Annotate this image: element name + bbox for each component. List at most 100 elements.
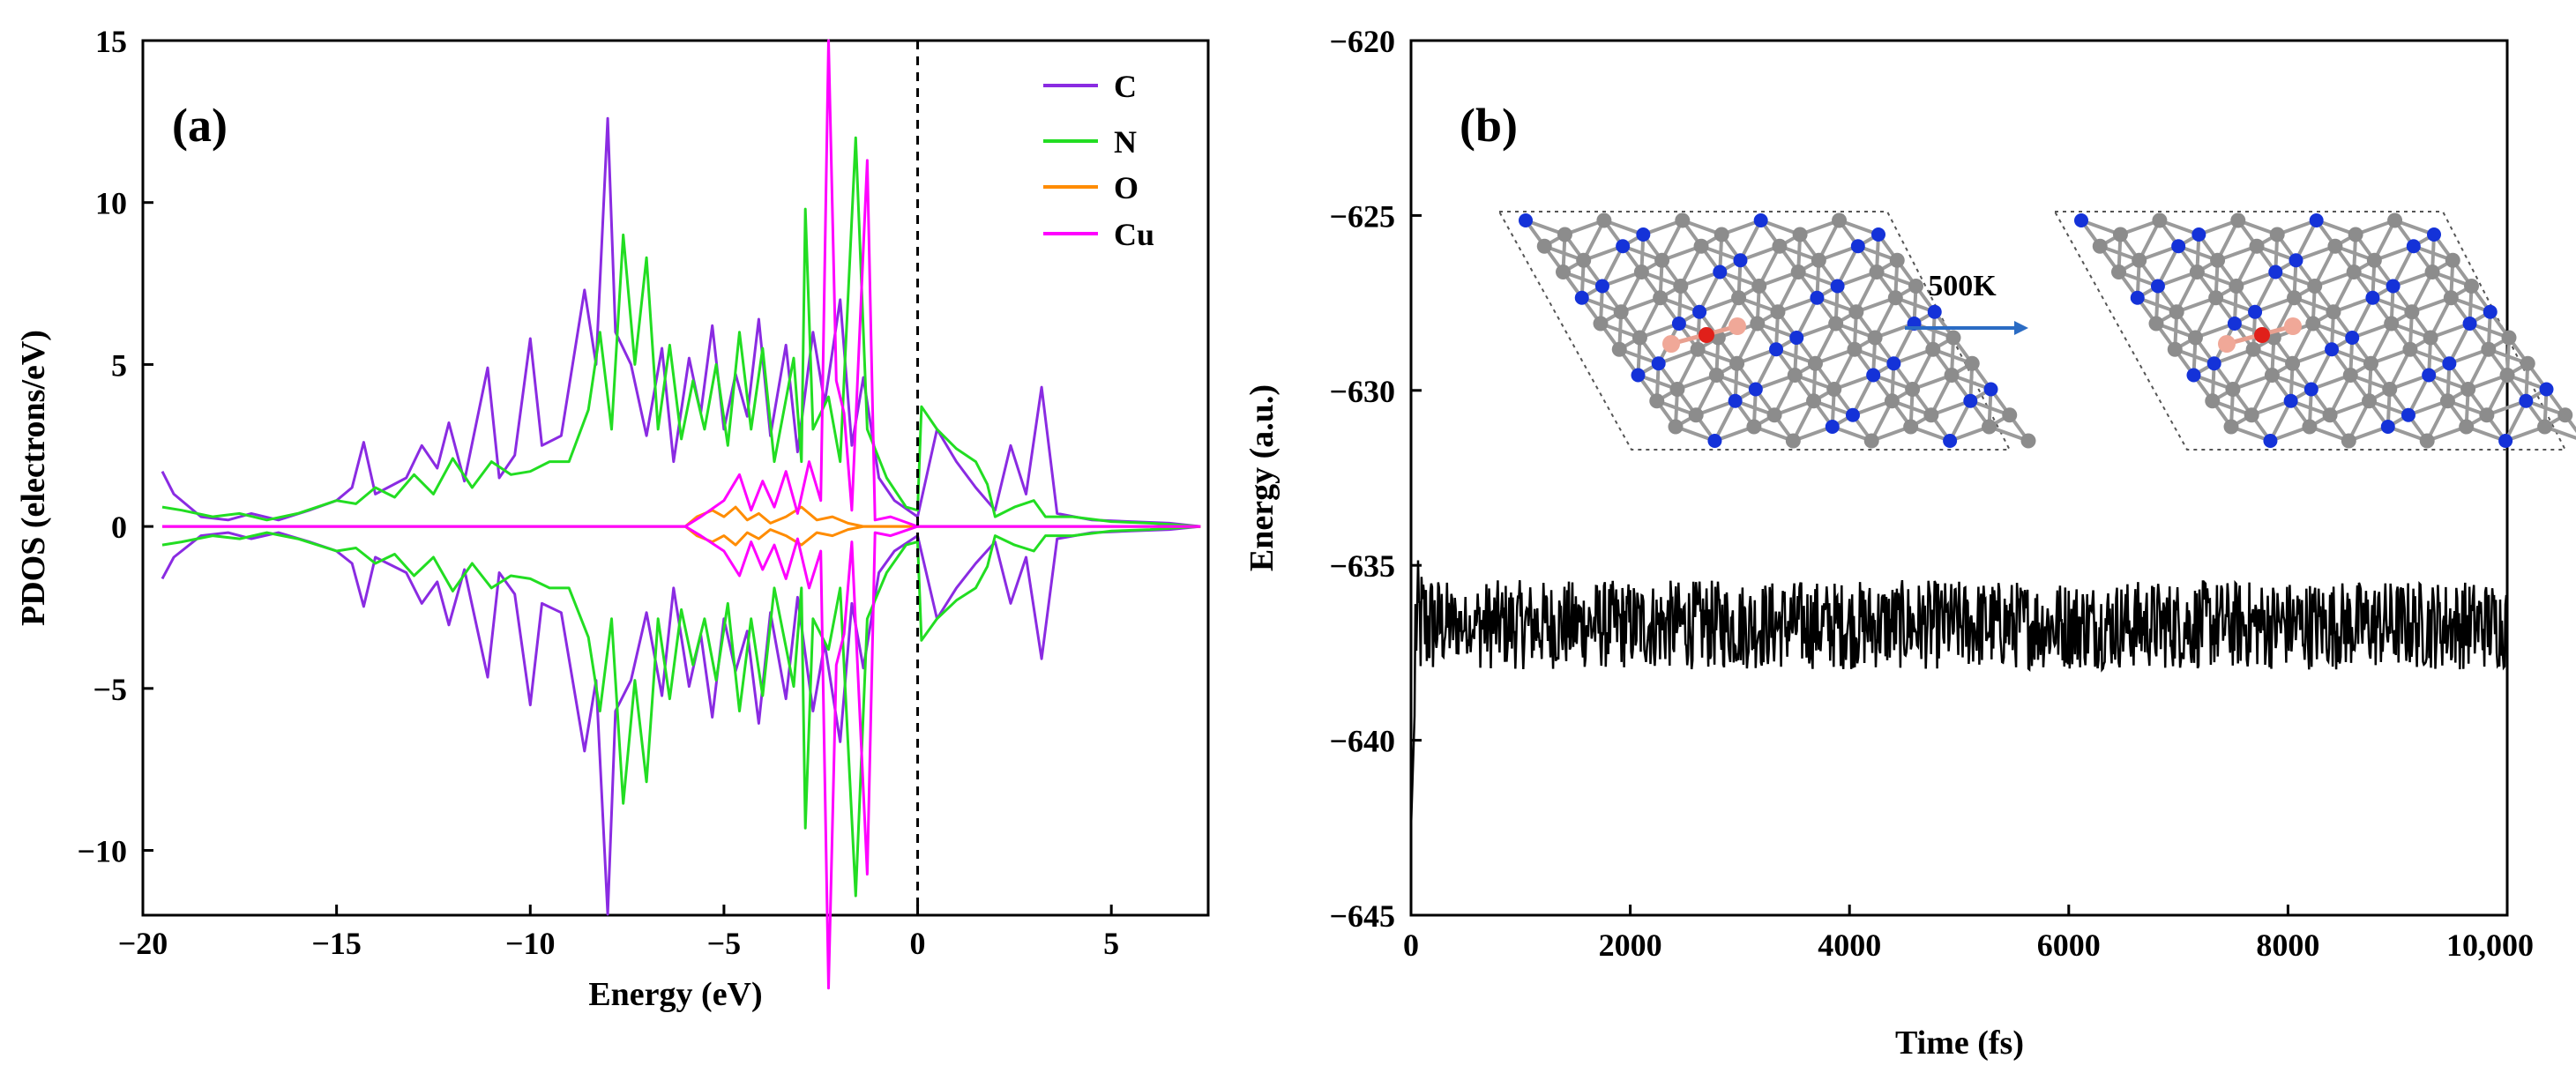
carbon-atom xyxy=(2111,265,2126,279)
panel-b-ylabel: Energy (a.u.) xyxy=(1243,384,1281,571)
legend-label-n: N xyxy=(1114,124,1137,160)
bond xyxy=(2253,271,2278,313)
carbon-atom xyxy=(2205,393,2221,409)
carbon-atom xyxy=(1867,330,1883,346)
carbon-atom xyxy=(2362,393,2378,409)
legend: C N O Cu xyxy=(1043,69,1154,252)
carbon-atom xyxy=(2419,433,2435,449)
energy-series-line xyxy=(1409,560,2509,828)
nitrogen-atom xyxy=(1733,253,1748,268)
legend-label-o: O xyxy=(1114,170,1139,205)
nitrogen-atom xyxy=(1671,317,1686,331)
nitrogen-atom xyxy=(1631,368,1646,383)
carbon-atom xyxy=(2499,368,2515,383)
nitrogen-atom xyxy=(2171,239,2186,254)
carbon-atom xyxy=(2382,382,2398,397)
carbon-atom xyxy=(1889,252,1905,268)
nitrogen-atom xyxy=(1927,304,1942,319)
carbon-atom xyxy=(2187,330,2203,346)
nitrogen-atom xyxy=(1850,239,1865,254)
carbon-atom xyxy=(2167,341,2183,357)
carbon-atom xyxy=(1790,265,1806,279)
carbon-atom xyxy=(2445,252,2460,268)
carbon-atom xyxy=(2423,330,2438,346)
carbon-atom xyxy=(2245,341,2261,357)
carbon-atom xyxy=(2264,368,2280,383)
carbon-atom xyxy=(1887,290,1903,306)
nitrogen-atom xyxy=(2427,227,2441,242)
nitrogen-atom xyxy=(2483,304,2498,319)
bond xyxy=(2504,399,2528,442)
nitrogen-atom xyxy=(2150,279,2165,294)
nitrogen-atom xyxy=(2380,420,2395,434)
nitrogen-atom xyxy=(2289,253,2303,268)
series-cu-spin-down xyxy=(162,525,1201,990)
nitrogen-atom xyxy=(2268,265,2283,279)
bond xyxy=(1738,220,1763,262)
carbon-atom xyxy=(1649,393,1665,409)
x-tick-label: 6000 xyxy=(2037,928,2101,963)
series-n-spin-up xyxy=(161,136,1201,528)
nitrogen-atom xyxy=(2283,393,2298,408)
carbon-atom xyxy=(1770,304,1786,320)
carbon-atom xyxy=(1688,407,1704,423)
carbon-atom xyxy=(2341,433,2356,449)
carbon-atom xyxy=(1750,316,1766,332)
carbon-atom xyxy=(2305,316,2321,332)
bond xyxy=(2350,296,2375,339)
bond xyxy=(1698,271,1722,313)
panel-b-frame xyxy=(1409,39,2509,917)
carbon-atom xyxy=(2112,227,2128,242)
nitrogen-atom xyxy=(2263,434,2278,448)
carbon-atom xyxy=(1593,316,1609,332)
x-tick-label: −20 xyxy=(118,926,168,961)
carbon-atom xyxy=(1596,212,1612,228)
nitrogen-atom xyxy=(1728,393,1743,408)
nitrogen-atom xyxy=(2303,382,2318,397)
nitrogen-atom xyxy=(1636,227,1651,242)
carbon-atom xyxy=(2404,304,2420,320)
bond xyxy=(2294,220,2318,262)
carbon-atom xyxy=(1729,355,1745,371)
nitrogen-atom xyxy=(2345,331,2360,345)
nitrogen-atom xyxy=(1871,227,1885,242)
series-c-spin-down xyxy=(161,525,1201,916)
panel-b-label: (b) xyxy=(1460,99,1518,152)
copper-atom xyxy=(1662,335,1680,353)
nitrogen-atom xyxy=(2422,368,2437,383)
carbon-atom xyxy=(1536,238,1552,254)
legend-label-c: C xyxy=(1114,69,1137,104)
carbon-atom xyxy=(2537,419,2553,435)
carbon-atom xyxy=(2402,341,2418,357)
carbon-atom xyxy=(1708,368,1724,383)
carbon-atom xyxy=(2285,355,2301,371)
carbon-atom xyxy=(1832,212,1848,228)
carbon-atom xyxy=(2244,407,2259,423)
carbon-atom xyxy=(1903,419,1919,435)
carbon-atom xyxy=(1557,227,1572,242)
carbon-atom xyxy=(2342,368,2358,383)
bond xyxy=(2268,399,2293,442)
carbon-atom xyxy=(1669,382,1685,397)
bond xyxy=(1948,399,1973,442)
panel-a-frame xyxy=(141,39,1210,917)
nitrogen-atom xyxy=(1692,304,1707,319)
panel-a-ticks: −20 −15 −10 −5 0 5 −10 −5 0 5 10 15 xyxy=(77,24,1119,961)
nitrogen-atom xyxy=(1748,382,1763,397)
carbon-atom xyxy=(1714,227,1729,242)
bond xyxy=(1851,374,1875,416)
carbon-atom xyxy=(2366,252,2382,268)
carbon-atom xyxy=(2363,355,2378,371)
panel-a-series xyxy=(161,39,1201,990)
carbon-atom xyxy=(2210,252,2226,268)
carbon-atom xyxy=(1964,355,1980,371)
y-tick-label: 10 xyxy=(95,186,127,221)
series-n-spin-down xyxy=(161,525,1201,898)
carbon-atom xyxy=(1847,341,1863,357)
nitrogen-atom xyxy=(1753,213,1768,227)
y-tick-label: −620 xyxy=(1329,24,1395,59)
panel-b-xlabel: Time (fs) xyxy=(1895,1025,2024,1062)
temperature-label: 500K xyxy=(1928,270,1997,302)
carbon-atom xyxy=(2481,341,2497,357)
nitrogen-atom xyxy=(1963,393,1978,408)
